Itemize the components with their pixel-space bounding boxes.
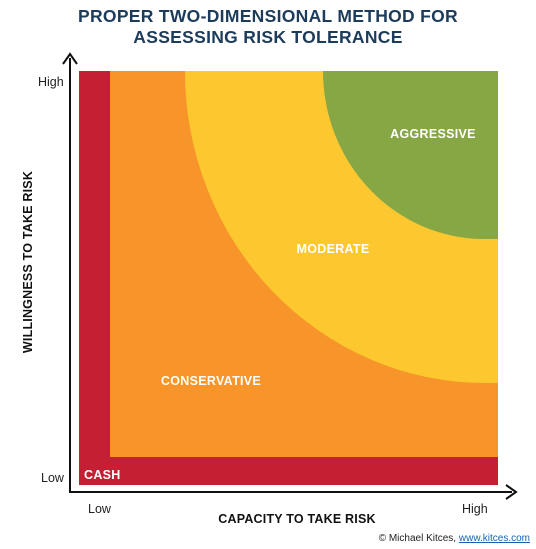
credit-text: © Michael Kitces, xyxy=(378,533,457,544)
aggressive-zone xyxy=(323,71,498,239)
cash-label: CASH xyxy=(84,468,121,482)
y-low-label: Low xyxy=(41,471,65,485)
axes xyxy=(62,52,518,500)
conservative-label: CONSERVATIVE xyxy=(161,374,261,388)
title-line-1: PROPER TWO-DIMENSIONAL METHOD FOR xyxy=(78,6,458,26)
title-line-2: ASSESSING RISK TOLERANCE xyxy=(133,27,403,47)
aggressive-label: AGGRESSIVE xyxy=(390,127,476,141)
diagram-title: PROPER TWO-DIMENSIONAL METHOD FOR ASSESS… xyxy=(0,6,536,48)
moderate-label: MODERATE xyxy=(297,242,370,256)
x-axis-arrow xyxy=(505,484,518,500)
kitces-link[interactable]: www.kitces.com xyxy=(458,533,530,544)
x-high-label: High xyxy=(462,502,488,516)
x-axis-title: CAPACITY TO TAKE RISK xyxy=(218,512,375,526)
y-high-label: High xyxy=(38,75,64,89)
copyright-credit: © Michael Kitces, www.kitces.com xyxy=(379,533,530,544)
y-axis-title: WILLINGNESS TO TAKE RISK xyxy=(21,171,35,353)
x-low-label: Low xyxy=(88,502,112,516)
y-axis-arrow xyxy=(62,52,78,65)
